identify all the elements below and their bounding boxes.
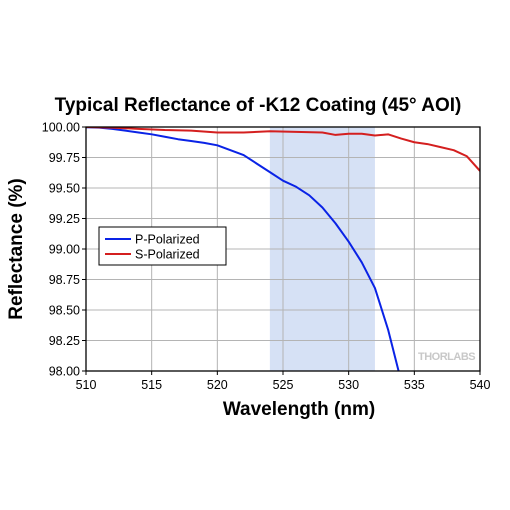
x-tick-label: 525 xyxy=(273,378,294,392)
y-tick-label: 99.00 xyxy=(49,243,80,257)
legend-box xyxy=(98,226,227,266)
x-tick-label: 510 xyxy=(76,378,97,392)
x-tick-label: 530 xyxy=(338,378,359,392)
y-tick-label: 98.75 xyxy=(49,273,80,287)
y-tick-label: 99.25 xyxy=(49,212,80,226)
x-tick-label: 540 xyxy=(470,378,491,392)
y-axis-label: Reflectance (%) xyxy=(6,178,27,320)
chart-title: Typical Reflectance of -K12 Coating (45°… xyxy=(55,95,462,116)
legend-label: P-Polarized xyxy=(135,233,200,247)
x-tick-label: 535 xyxy=(404,378,425,392)
x-axis-label: Wavelength (nm) xyxy=(223,399,375,420)
series-line-p-polarized xyxy=(86,127,400,371)
y-tick-label: 98.25 xyxy=(49,334,80,348)
y-tick-label: 99.75 xyxy=(49,151,80,165)
plot-area: 510 515 520 525 530 535 540 100.00 99.75 99.50 99.… xyxy=(42,121,491,393)
y-tick-label: 98.50 xyxy=(49,304,80,318)
y-tick-label: 98.00 xyxy=(49,365,80,379)
x-tick-label: 515 xyxy=(141,378,162,392)
y-tick-label: 99.50 xyxy=(49,182,80,196)
series-line-s-polarized xyxy=(86,127,480,172)
legend-label: S-Polarized xyxy=(135,248,200,262)
x-tick-label: 520 xyxy=(207,378,228,392)
y-tick-label: 100.00 xyxy=(42,121,80,135)
thorlabs-watermark: THORLABS xyxy=(418,351,475,363)
